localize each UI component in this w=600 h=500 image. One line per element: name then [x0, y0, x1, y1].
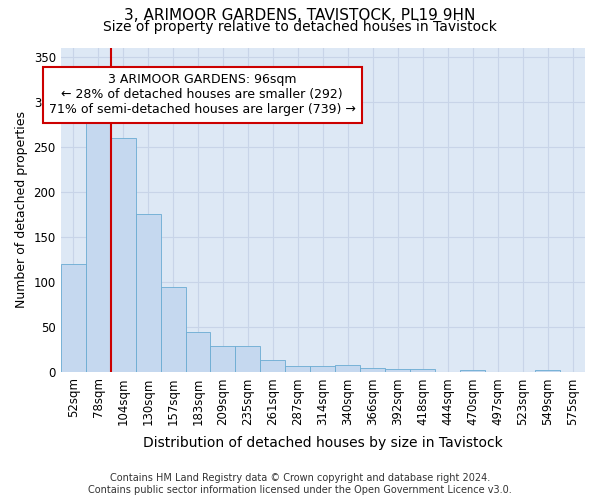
Bar: [161, 286, 185, 372]
Bar: [61, 264, 86, 372]
Bar: [385, 369, 410, 372]
Y-axis label: Number of detached properties: Number of detached properties: [15, 112, 28, 308]
X-axis label: Distribution of detached houses by size in Tavistock: Distribution of detached houses by size …: [143, 436, 503, 450]
Bar: [211, 346, 235, 372]
Text: 3, ARIMOOR GARDENS, TAVISTOCK, PL19 9HN: 3, ARIMOOR GARDENS, TAVISTOCK, PL19 9HN: [124, 8, 476, 22]
Bar: [260, 360, 286, 372]
Bar: [310, 366, 335, 372]
Bar: [110, 138, 136, 372]
Text: Contains HM Land Registry data © Crown copyright and database right 2024.
Contai: Contains HM Land Registry data © Crown c…: [88, 474, 512, 495]
Bar: [335, 365, 360, 372]
Text: 3 ARIMOOR GARDENS: 96sqm
← 28% of detached houses are smaller (292)
71% of semi-: 3 ARIMOOR GARDENS: 96sqm ← 28% of detach…: [49, 74, 356, 116]
Text: Size of property relative to detached houses in Tavistock: Size of property relative to detached ho…: [103, 20, 497, 34]
Bar: [410, 369, 435, 372]
Bar: [136, 214, 161, 372]
Bar: [286, 366, 310, 372]
Bar: [535, 370, 560, 372]
Bar: [185, 332, 211, 372]
Bar: [235, 346, 260, 372]
Bar: [460, 370, 485, 372]
Bar: [86, 117, 110, 372]
Bar: [360, 368, 385, 372]
